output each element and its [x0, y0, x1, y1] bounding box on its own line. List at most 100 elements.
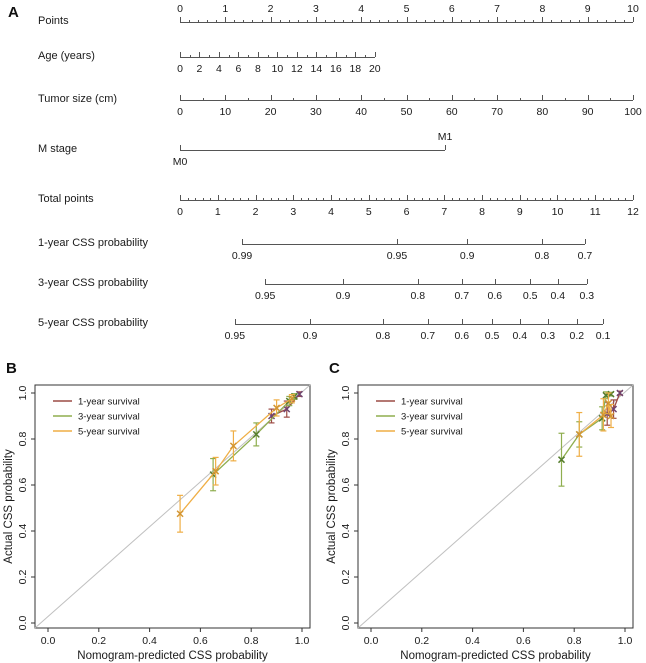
nomogram-minor-tick-tumor-size — [247, 97, 249, 100]
nomogram-minor-tick-age — [345, 54, 347, 57]
y-axis-tick-label: 0.8 — [340, 432, 352, 447]
panel-a-label: A — [8, 4, 19, 21]
nomogram-minor-tick-total-points — [436, 197, 438, 200]
nomogram-tick-label-total-points: 9 — [516, 206, 523, 218]
nomogram-minor-tick-age — [248, 54, 250, 57]
nomogram-minor-tick-points — [198, 19, 200, 22]
nomogram-minor-tick-total-points — [391, 197, 393, 200]
series-line — [578, 401, 612, 435]
y-axis-tick-label: 0.6 — [340, 478, 352, 493]
x-marker — [607, 412, 615, 420]
nomogram-minor-tick-total-points — [617, 197, 619, 200]
nomogram-tick-points — [587, 17, 589, 22]
nomogram-tick-css-1yr — [242, 239, 244, 244]
x-axis-tick-label: 0.0 — [41, 635, 56, 647]
nomogram-minor-tick-total-points — [451, 197, 453, 200]
nomogram-minor-tick-points — [189, 19, 191, 22]
y-axis-title: Actual CSS probability — [3, 449, 15, 564]
nomogram-minor-tick-total-points — [398, 197, 400, 200]
nomogram-minor-tick-total-points — [602, 197, 604, 200]
nomogram-minor-tick-total-points — [247, 197, 249, 200]
nomogram-minor-tick-total-points — [315, 197, 317, 200]
nomogram-minor-tick-age — [326, 54, 328, 57]
nomogram-tick-label-css-3yr: 0.3 — [579, 290, 595, 302]
nomogram-minor-tick-total-points — [202, 197, 204, 200]
nomogram-tick-css-1yr — [541, 239, 543, 244]
nomogram-tick-label-tumor-size: 90 — [581, 106, 594, 118]
nomogram-tick-label-tumor-size: 10 — [219, 106, 232, 118]
calibration-plot-b: 0.0 0.2 0.4 0.6 0.8 1.0 0.0 0.2 0.4 0.6 0.8 1.0 Nomo… — [3, 384, 311, 662]
nomogram-minor-tick-total-points — [587, 197, 589, 200]
nomogram-tick-total-points — [406, 195, 408, 200]
calibration-plot-c: 0.0 0.2 0.4 0.6 0.8 1.0 0.0 0.2 0.4 0.6 0.8 1.0 Nomo… — [326, 384, 634, 662]
nomogram-minor-tick-points — [343, 19, 345, 22]
legend-label: 1-year survival — [78, 397, 140, 408]
nomogram-tick-age — [316, 52, 318, 57]
nomogram-tick-label-css-5yr: 0.7 — [420, 330, 436, 342]
nomogram-row-label-age: Age (years) — [38, 50, 95, 62]
nomogram-minor-tick-tumor-size — [338, 97, 340, 100]
nomogram-minor-tick-points — [279, 19, 281, 22]
nomogram-tick-points — [270, 17, 272, 22]
nomogram-axis-css-3yr — [265, 284, 587, 285]
nomogram-tick-css-3yr — [530, 279, 532, 284]
nomogram-tick-label-css-3yr: 0.6 — [487, 290, 503, 302]
nomogram-minor-tick-total-points — [527, 197, 529, 200]
nomogram-minor-tick-points — [524, 19, 526, 22]
nomogram-row-label-m-stage: M stage — [38, 143, 78, 155]
nomogram-tick-label-css-5yr: 0.8 — [375, 330, 391, 342]
x-axis-tick-label: 0.2 — [414, 635, 429, 647]
nomogram-minor-tick-tumor-size — [474, 97, 476, 100]
nomogram-tick-total-points — [217, 195, 219, 200]
nomogram-minor-tick-total-points — [421, 197, 423, 200]
nomogram-tick-points — [497, 17, 499, 22]
nomogram-minor-tick-points — [324, 19, 326, 22]
nomogram-tick-css-3yr — [461, 279, 463, 284]
y-axis-tick-label: 0.2 — [340, 570, 352, 585]
nomogram-minor-tick-age — [287, 54, 289, 57]
nomogram-minor-tick-total-points — [534, 197, 536, 200]
nomogram-minor-tick-points — [261, 19, 263, 22]
nomogram-tick-label-css-1yr: 0.99 — [231, 250, 253, 262]
nomogram-minor-tick-points — [551, 19, 553, 22]
nomogram-tick-label-tumor-size: 50 — [400, 106, 413, 118]
nomogram-tick-css-5yr — [547, 319, 549, 324]
x-axis-tick-label: 0.8 — [567, 635, 582, 647]
nomogram-tick-label-total-points: 10 — [551, 206, 564, 218]
nomogram-minor-tick-total-points — [300, 197, 302, 200]
nomogram-tick-total-points — [633, 195, 634, 200]
nomogram-minor-tick-total-points — [195, 197, 197, 200]
nomogram-minor-tick-total-points — [376, 197, 378, 200]
nomogram-axis-total-points — [180, 200, 633, 201]
nomogram-minor-tick-tumor-size — [610, 97, 612, 100]
nomogram-minor-tick-points — [388, 19, 390, 22]
x-axis-tick-label: 0.4 — [142, 635, 157, 647]
nomogram-tick-tumor-size — [180, 95, 181, 100]
nomogram-axis-m-stage — [180, 150, 445, 151]
nomogram-minor-tick-points — [397, 19, 399, 22]
nomogram-tick-label-age: 6 — [235, 63, 242, 75]
nomogram-tick-label-tumor-size: 80 — [536, 106, 549, 118]
nomogram-minor-tick-tumor-size — [565, 97, 567, 100]
nomogram-tick-total-points — [330, 195, 332, 200]
nomogram-tick-total-points — [482, 195, 483, 200]
nomogram-tick-label-css-3yr: 0.4 — [550, 290, 566, 302]
nomogram-axis-tumor-size — [180, 100, 633, 101]
nomogram-tick-label-tumor-size: 60 — [445, 106, 458, 118]
panel-c-label: C — [329, 360, 340, 377]
nomogram-tick-css-5yr — [234, 319, 236, 324]
x-marker — [252, 430, 260, 438]
nomogram-tick-total-points — [293, 195, 295, 200]
nomogram-tick-label-css-1yr: 0.7 — [577, 250, 593, 262]
nomogram-minor-tick-points — [243, 19, 245, 22]
nomogram-minor-tick-total-points — [361, 197, 363, 200]
nomogram-minor-tick-points — [442, 19, 444, 22]
nomogram-tick-label-css-5yr: 0.6 — [454, 330, 470, 342]
x-marker — [283, 405, 291, 413]
nomogram-tick-label-total-points: 7 — [441, 206, 448, 218]
nomogram-minor-tick-total-points — [610, 197, 612, 200]
nomogram-minor-tick-total-points — [232, 197, 234, 200]
nomogram-minor-tick-tumor-size — [383, 97, 385, 100]
legend-label: 1-year survival — [401, 397, 463, 408]
